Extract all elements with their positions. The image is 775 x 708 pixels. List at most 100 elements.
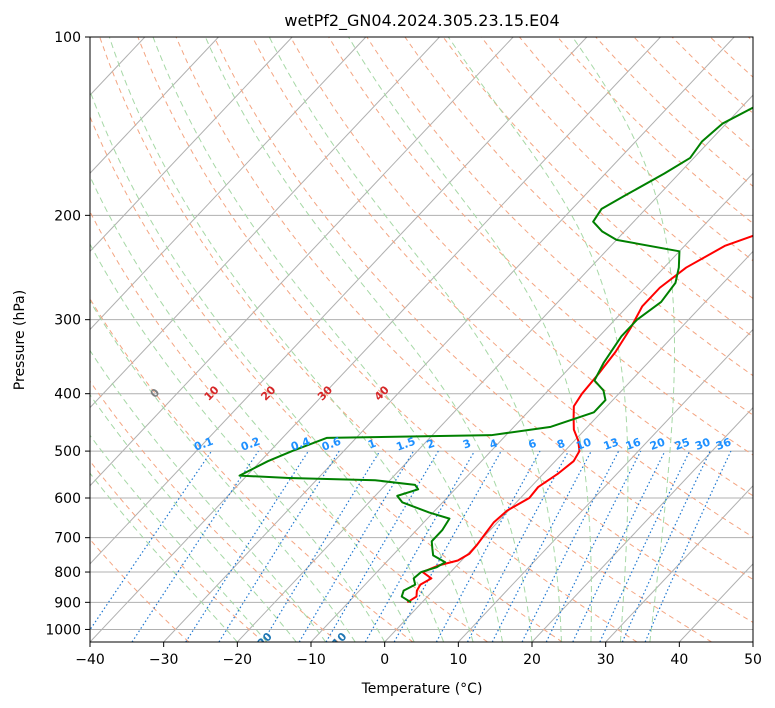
- moist-adiabat-line: [90, 300, 356, 642]
- isotherm-gridline: [163, 37, 735, 642]
- plot-frame: [89, 36, 754, 643]
- moist-adiabat-line: [348, 37, 592, 642]
- mixing-ratio-line: [521, 450, 620, 642]
- moist-adiabat-line: [572, 37, 676, 642]
- y-tick-label: 100: [54, 30, 81, 46]
- mixing-ratio-line: [393, 450, 502, 642]
- y-axis-label: Pressure (hPa): [12, 290, 28, 390]
- x-tick-label: 10: [449, 652, 467, 668]
- mixing-ratio-line: [435, 450, 541, 642]
- mixing-ratio-line: [644, 450, 732, 642]
- dry-adiabat-line: [90, 297, 414, 642]
- mixing-ratio-label: 36: [714, 435, 733, 453]
- mixing-ratio-label: 20: [648, 435, 667, 453]
- moist-adiabat-line: [108, 37, 474, 642]
- mixing-ratio-label: 0.1: [192, 435, 215, 454]
- plot-area: [90, 37, 753, 642]
- y-tick-label: 500: [54, 444, 81, 460]
- moist-adiabat-line: [90, 393, 297, 642]
- isotherm-gridline: [90, 37, 293, 253]
- x-tick-label: −10: [296, 652, 326, 668]
- mixing-ratio-label: 30: [693, 435, 712, 453]
- mixing-ratio-label: 6: [527, 437, 539, 452]
- moist-adiabat-line: [152, 37, 504, 642]
- isotherm-gridline: [90, 37, 219, 175]
- y-tick-label: 600: [54, 491, 81, 507]
- mixing-ratio-label: 16: [624, 435, 643, 453]
- x-tick-label: 0: [380, 652, 389, 668]
- mixing-ratio-label: 0.6: [320, 435, 343, 454]
- dry-adiabat-line: [404, 37, 753, 377]
- isotherm-gridline: [457, 328, 753, 642]
- mixing-ratio-label: 0.2: [239, 435, 262, 454]
- dry-adiabat-line: [90, 115, 563, 642]
- isotherm-gridline: [0, 37, 71, 642]
- x-tick-label: −20: [223, 652, 253, 668]
- x-tick-label: 30: [597, 652, 615, 668]
- moist-adiabat-line: [268, 37, 562, 642]
- mixing-ratio-label: 1: [366, 437, 378, 452]
- isotherm-gridline: [605, 485, 753, 642]
- axis-layer: −40 −30 −20 −10 0 10 20 30 40 5010020030040050060…: [45, 30, 762, 668]
- mixing-ratio-line: [466, 450, 570, 642]
- mixing-ratio-label: 2: [425, 437, 437, 452]
- isotherm-gridline: [236, 94, 753, 642]
- isotherm-gridline: [90, 37, 367, 331]
- isotherm-gridline: [90, 37, 514, 487]
- mixing-ratio-label: 1.5: [394, 435, 417, 454]
- moist-adiabat-line: [204, 37, 533, 642]
- isotherm-gridline: [90, 37, 440, 409]
- y-tick-label: 700: [54, 531, 81, 547]
- moist-adiabat-line: [90, 472, 238, 642]
- x-tick-label: 20: [523, 652, 541, 668]
- mixing-ratio-line: [185, 450, 309, 642]
- dry-adiabat-line: [251, 37, 753, 538]
- isotherm-gridline: [90, 37, 588, 565]
- aux-lines-layer: [90, 37, 753, 642]
- temperature-profile-line: [406, 234, 753, 604]
- x-tick-label: −30: [149, 652, 179, 668]
- dry-adiabat-line: [99, 37, 638, 642]
- x-tick-label: 40: [670, 652, 688, 668]
- isotherm-gridline: [752, 641, 753, 642]
- dry-adiabat-line: [213, 37, 753, 580]
- mixing-ratio-label: 0.4: [289, 435, 312, 454]
- mixing-ratio-label: 25: [673, 435, 692, 452]
- y-tick-label: 300: [54, 313, 81, 329]
- dry-adiabat-line: [137, 37, 712, 642]
- moist-adiabat-line: [90, 349, 327, 642]
- mixing-ratio-label: 13: [602, 435, 621, 452]
- mixing-ratio-line: [218, 450, 340, 642]
- dry-adiabat-line: [480, 37, 753, 300]
- series-layer: [238, 106, 753, 604]
- x-axis-label: Temperature (°C): [361, 681, 483, 697]
- mixing-ratio-line: [131, 450, 259, 642]
- y-tick-label: 900: [54, 595, 81, 611]
- isotherm-gridline: [90, 37, 661, 642]
- y-tick-label: 1000: [45, 622, 81, 638]
- moist-adiabat-line: [90, 89, 445, 642]
- moist-adiabat-line: [90, 175, 415, 642]
- y-tick-label: 200: [54, 208, 81, 224]
- x-tick-label: −40: [75, 652, 105, 668]
- y-tick-label: 800: [54, 565, 81, 581]
- dry-adiabat-line: [90, 210, 488, 642]
- mixing-ratio-label: 4: [488, 437, 500, 452]
- dewpoint-profile-line: [238, 106, 753, 604]
- dry-adiabat-line: [90, 460, 264, 642]
- dry-adiabat-line: [175, 37, 753, 624]
- moist-adiabat-line: [90, 434, 268, 642]
- y-tick-label: 400: [54, 387, 81, 403]
- mixing-ratio-line: [262, 450, 381, 642]
- isotherm-gridline: [531, 406, 753, 642]
- x-tick-label: 50: [744, 652, 762, 668]
- mixing-ratio-label: 10: [574, 435, 593, 453]
- dry-adiabat-line: [366, 37, 753, 416]
- chart-title: wetPf2_GN04.2024.305.23.15.E04: [284, 11, 559, 31]
- mixing-ratio-line: [90, 450, 213, 631]
- moist-adiabat-line: [90, 243, 386, 642]
- moist-adiabat-line: [447, 37, 629, 642]
- mixing-ratio-line: [545, 450, 642, 642]
- mixing-ratio-label: 3: [461, 437, 473, 452]
